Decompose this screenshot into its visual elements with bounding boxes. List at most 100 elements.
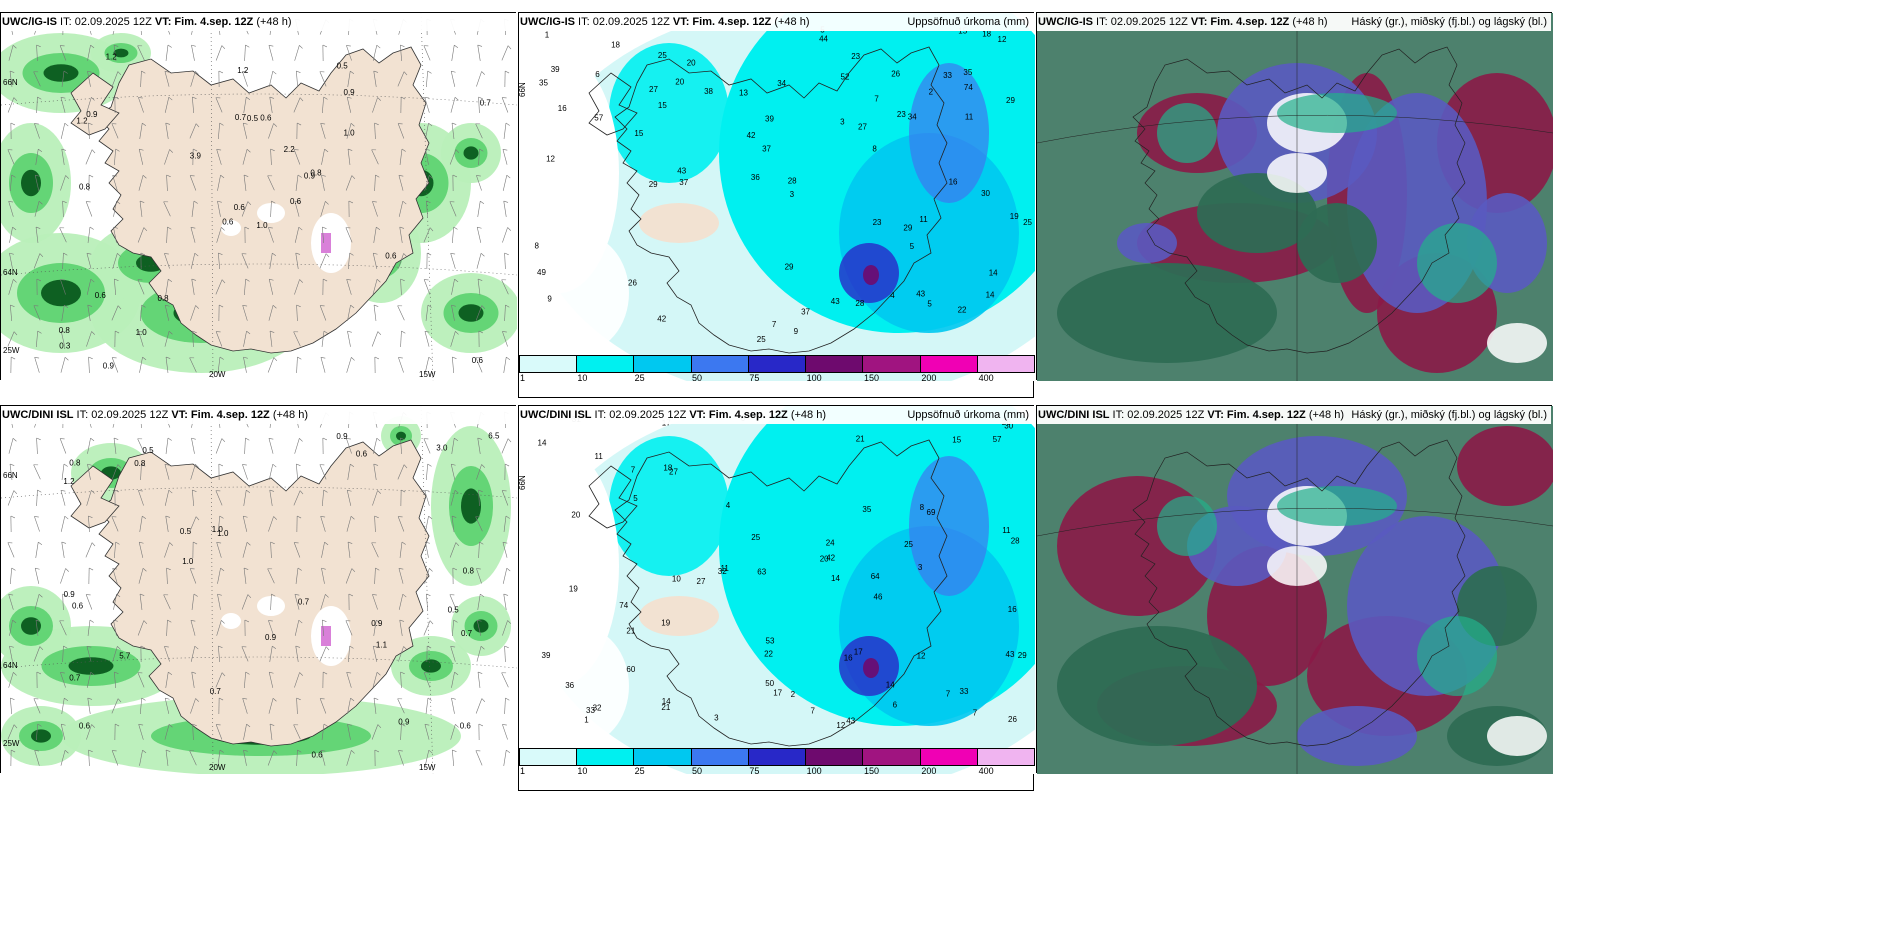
wind-value-label: 0.7: [235, 113, 247, 122]
precip-value-label: 12: [836, 721, 845, 730]
precip-value-label: 16: [558, 104, 567, 113]
wind-barb: [319, 305, 327, 321]
wind-barb: [60, 723, 66, 740]
init-time: IT: 02.09.2025 12Z: [591, 409, 690, 421]
wind-barb: [374, 749, 380, 767]
wind-barb: [60, 96, 66, 113]
wind-value-label: 3.0: [436, 443, 448, 452]
precip-value-label: 4: [890, 291, 895, 300]
precip-value-label: 12: [917, 651, 926, 660]
wind-barb: [241, 253, 249, 269]
precip-value-label: 7: [772, 320, 777, 329]
wind-barb: [501, 97, 509, 113]
precip-value-label: 12: [998, 35, 1007, 44]
colorbar-tick-label: 75: [749, 766, 760, 776]
panel-header: UWC/DINI ISL IT: 02.09.2025 12Z VT: Fim.…: [519, 407, 1033, 427]
precip-value-label: 16: [949, 178, 958, 187]
wind-barb: [424, 175, 433, 191]
precip-value-label: 12: [546, 155, 555, 164]
wind-barb: [477, 200, 485, 217]
wind-barb: [426, 252, 432, 270]
wind-value-label: 0.5: [180, 527, 192, 536]
precip-value-label: 57: [594, 113, 603, 122]
colorbar-tick-label: 200: [921, 766, 937, 776]
wind-barb: [268, 437, 274, 454]
wind-barb: [59, 620, 67, 636]
wind-barb: [191, 44, 196, 61]
wind-barb: [423, 438, 431, 454]
wind-value-label: 0.7: [210, 687, 222, 696]
precip-value-label: 14: [662, 697, 671, 706]
wind-barb: [296, 697, 301, 715]
wind-barb: [374, 567, 380, 585]
wind-barb: [36, 671, 42, 689]
wind-value-label: 0.6: [79, 721, 91, 730]
wind-barb: [59, 45, 67, 61]
wind-value-label: 1.2: [237, 66, 249, 75]
wind-barb: [216, 149, 222, 165]
wind-barb: [217, 567, 225, 584]
wind-barb: [60, 122, 69, 139]
wind-barb: [34, 750, 40, 766]
wind-barb: [190, 252, 199, 269]
wind-value-label: 0.7: [480, 98, 492, 107]
wind-barb: [112, 253, 121, 269]
wind-barb: [242, 515, 248, 532]
wind-barb: [475, 750, 483, 766]
precip-value-label: 4: [726, 501, 731, 510]
wind-barb: [217, 174, 225, 191]
wind-barb: [294, 438, 303, 454]
wind-barb: [242, 464, 248, 480]
wind-barb: [400, 437, 405, 454]
wind-barb: [398, 567, 404, 584]
wind-barb: [138, 148, 144, 165]
wind-barb: [321, 723, 328, 740]
wind-barb: [374, 122, 379, 140]
wind-barb: [400, 278, 405, 296]
wind-barb: [450, 253, 456, 269]
wind-barb: [189, 516, 200, 532]
wind-barb: [371, 149, 379, 165]
wind-barb: [166, 226, 172, 244]
wind-barb: [218, 70, 224, 88]
wind-barb: [62, 593, 67, 611]
wind-barb: [34, 123, 40, 139]
wind-barb: [86, 252, 92, 269]
wind-barb: [190, 698, 199, 714]
precip-value-label: 7: [631, 466, 636, 475]
wind-barb: [34, 567, 40, 584]
precip-value-label: 3: [790, 190, 795, 199]
precip-value-label: 6: [893, 701, 898, 710]
wind-barb: [10, 174, 16, 191]
colorbar-swatch: [577, 356, 635, 372]
init-time: IT: 02.09.2025 12Z: [575, 16, 673, 28]
wind-barb: [218, 515, 224, 532]
wind-barb: [138, 724, 144, 740]
wind-barb: [60, 515, 69, 532]
wind-barb: [164, 646, 170, 662]
precip-value-label: 57: [993, 435, 1002, 444]
wind-value-label: 3.9: [190, 152, 202, 161]
wind-barb: [61, 70, 68, 87]
wind-barb: [321, 567, 326, 584]
wind-barb: [397, 516, 405, 532]
wind-barb: [348, 593, 354, 611]
wind-value-label: 0.7: [298, 597, 310, 606]
wind-barb: [449, 594, 457, 610]
wind-barb: [451, 44, 459, 61]
wind-barb: [319, 698, 327, 714]
precip-value-label: 64: [871, 572, 880, 581]
wind-barb: [503, 356, 511, 373]
wind-barb: [243, 330, 251, 347]
precip-value-label: 11: [595, 452, 604, 461]
panel-header: UWC/DINI ISL IT: 02.09.2025 12Z VT: Fim.…: [1037, 407, 1551, 427]
precip-value-label: 29: [649, 180, 658, 189]
wind-barb: [322, 489, 328, 506]
wind-barb: [112, 568, 118, 584]
precip-value-label: 13: [739, 89, 748, 98]
precip-value-label: 14: [886, 681, 895, 690]
wind-barb: [322, 44, 328, 62]
wind-barb: [372, 201, 378, 217]
wind-barb: [425, 541, 430, 558]
wind-barb: [244, 671, 250, 688]
